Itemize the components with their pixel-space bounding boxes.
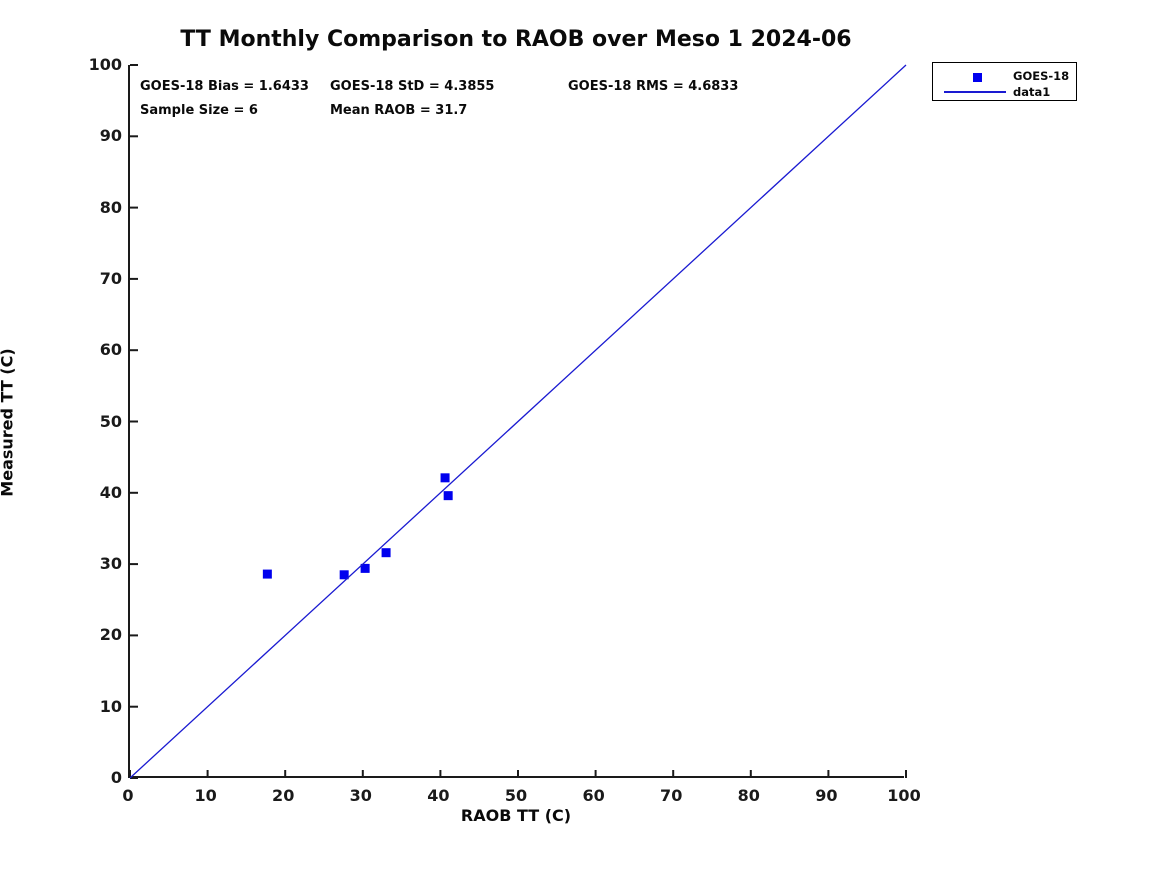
legend-label-data1: data1 <box>1013 85 1051 99</box>
legend-box: GOES-18 data1 <box>932 62 1077 101</box>
y-tick-label: 70 <box>99 268 122 288</box>
stat-sample-size: Sample Size = 6 <box>140 103 258 118</box>
x-tick-label: 10 <box>194 786 217 805</box>
y-tick-label: 100 <box>88 55 122 74</box>
identity-line <box>129 64 907 779</box>
stat-rms: GOES-18 RMS = 4.6833 <box>568 79 739 94</box>
plot-svg <box>129 64 907 779</box>
x-axis-title: RAOB TT (C) <box>460 806 572 825</box>
y-axis-ticks: 0 10 20 30 40 50 60 70 80 90 100 <box>62 56 122 787</box>
y-tick-label: 10 <box>99 696 122 716</box>
x-tick-label: 0 <box>122 786 134 805</box>
stat-std: GOES-18 StD = 4.3855 <box>330 79 495 94</box>
legend-label-goes18: GOES-18 <box>1013 69 1070 83</box>
x-tick-label: 60 <box>582 786 605 805</box>
x-tick-label: 20 <box>272 786 295 805</box>
y-tick-label: 0 <box>110 768 122 787</box>
x-tick-label: 90 <box>815 786 838 805</box>
data-point <box>262 569 272 579</box>
y-tick-label: 40 <box>99 482 122 502</box>
y-tick-label: 30 <box>99 554 122 574</box>
y-tick-label: 50 <box>99 411 122 431</box>
stat-mean-raob: Mean RAOB = 31.7 <box>330 103 468 118</box>
data-point <box>381 548 391 558</box>
x-tick-label: 40 <box>427 786 450 805</box>
legend-line-swatch <box>944 91 1006 93</box>
x-tick-label: 80 <box>737 786 760 805</box>
y-axis-title: Measured TT (C) <box>0 348 17 497</box>
x-tick-label: 70 <box>660 786 683 805</box>
y-tick-label: 90 <box>99 126 122 146</box>
y-tick-label: 60 <box>99 340 122 360</box>
x-tick-label: 30 <box>349 786 372 805</box>
data-point <box>440 473 450 483</box>
plot-area <box>128 64 907 779</box>
x-axis-ticks: 0 10 20 30 40 50 60 70 80 90 100 <box>122 786 920 806</box>
data-point <box>339 570 349 580</box>
chart-title: TT Monthly Comparison to RAOB over Meso … <box>180 27 852 52</box>
stat-bias: GOES-18 Bias = 1.6433 <box>140 79 309 94</box>
x-tick-label: 100 <box>887 786 921 805</box>
y-tick-label: 20 <box>99 625 122 645</box>
data-point <box>443 491 453 501</box>
data-point <box>360 563 370 573</box>
x-tick-label: 50 <box>504 786 528 805</box>
legend-marker-swatch <box>973 73 982 82</box>
y-tick-label: 80 <box>99 197 122 217</box>
